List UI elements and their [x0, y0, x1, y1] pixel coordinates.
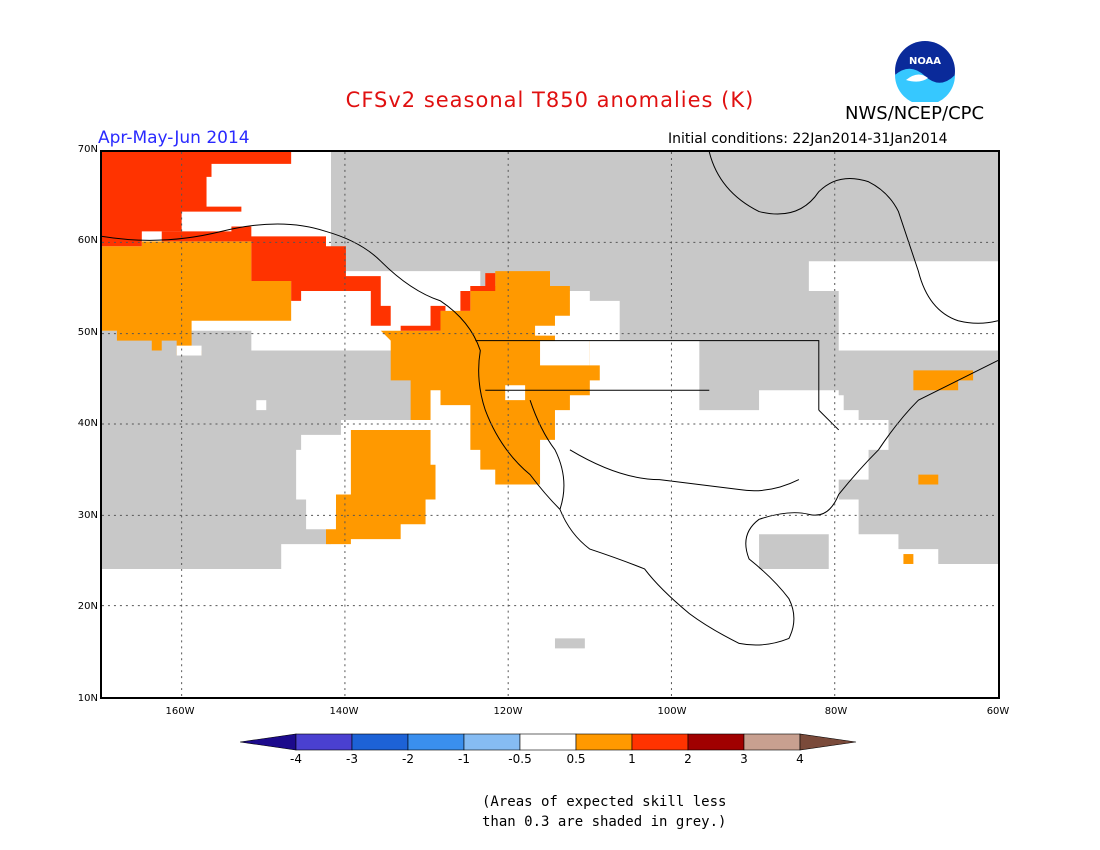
lon-label: 160W	[165, 706, 195, 717]
lat-label: 30N	[77, 510, 98, 521]
colorbar-label: -0.5	[508, 752, 532, 766]
colorbar-segment	[519, 733, 577, 751]
lon-label: 120W	[493, 706, 523, 717]
coastlines	[102, 152, 998, 646]
colorbar-segment	[743, 733, 801, 751]
skill-note: (Areas of expected skill less than 0.3 a…	[482, 792, 726, 832]
graticule	[102, 152, 998, 697]
lon-label: 100W	[657, 706, 687, 717]
colorbar-label: -1	[458, 752, 470, 766]
lat-label: 50N	[77, 327, 98, 338]
colorbar-label: 4	[796, 752, 804, 766]
colorbar-label: -2	[402, 752, 414, 766]
colorbar-segment	[575, 733, 633, 751]
skill-note-line: (Areas of expected skill less	[482, 794, 727, 810]
lat-label: 60N	[77, 235, 98, 246]
map-title: CFSv2 seasonal T850 anomalies (K)	[345, 88, 755, 112]
colorbar-label: 2	[684, 752, 692, 766]
colorbar-label: 0.5	[566, 752, 586, 766]
colorbar-segment	[463, 733, 521, 751]
forecast-period: Apr-May-Jun 2014	[98, 128, 250, 148]
lon-label: 60W	[986, 706, 1010, 717]
lon-label: 140W	[329, 706, 359, 717]
colorbar-label: -3	[346, 752, 358, 766]
red-anomaly-areas	[102, 152, 496, 331]
colorbar-label: 3	[740, 752, 748, 766]
noaa-logo: NOAA	[895, 41, 955, 102]
colorbar-segment	[351, 733, 409, 751]
lat-label: 10N	[77, 693, 98, 704]
lat-label: 40N	[77, 418, 98, 429]
colorbar-label: 1	[628, 752, 636, 766]
agency-label: NWS/NCEP/CPC	[845, 103, 985, 124]
colorbar-segment	[407, 733, 465, 751]
colorbar-segment	[631, 733, 689, 751]
lat-label: 70N	[77, 144, 98, 155]
lon-label: 80W	[824, 706, 848, 717]
skill-note-line: than 0.3 are shaded in grey.)	[482, 814, 727, 830]
colorbar-segment	[295, 733, 353, 751]
logo-text: NOAA	[909, 56, 941, 67]
anomaly-map	[100, 150, 1000, 699]
colorbar-label: -4	[290, 752, 302, 766]
colorbar-segment	[687, 733, 745, 751]
colorbar-arrow-right	[799, 733, 857, 751]
colorbar-arrow-left	[240, 733, 297, 751]
initial-conditions: Initial conditions: 22Jan2014-31Jan2014	[668, 131, 948, 147]
lat-label: 20N	[77, 601, 98, 612]
color-bar	[240, 733, 857, 751]
